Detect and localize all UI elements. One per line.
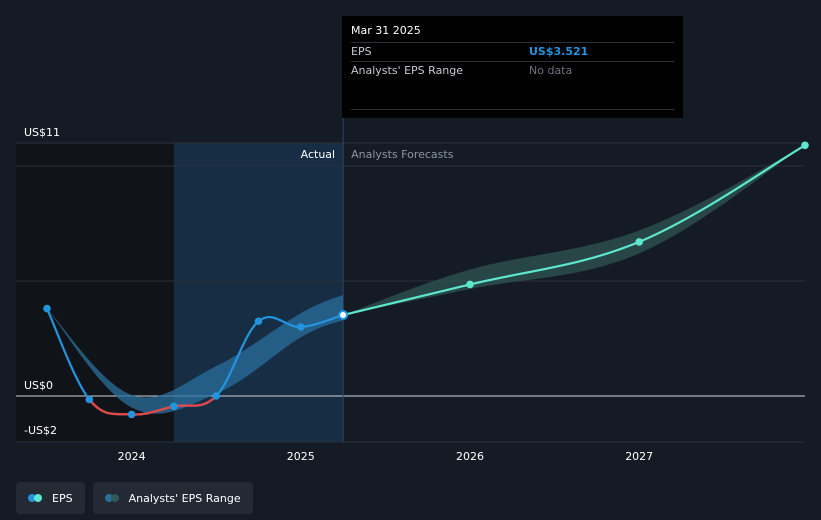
x-axis-labels: 2024 2025 2026 2027: [118, 450, 654, 463]
y-tick-label: -US$2: [24, 424, 57, 437]
eps-actual-point[interactable]: [212, 392, 220, 400]
legend-eps-label: EPS: [52, 491, 73, 505]
legend-range-toggle[interactable]: Analysts' EPS Range: [92, 482, 253, 514]
eps-points: [43, 141, 809, 419]
actual-region-label: Actual: [301, 148, 335, 161]
range-bands: [47, 145, 805, 414]
range-legend-icon: [104, 494, 121, 502]
eps-forecast-point[interactable]: [635, 238, 643, 246]
eps-actual-point[interactable]: [296, 323, 305, 331]
y-tick-label: US$0: [24, 379, 53, 392]
eps-forecast-line: [342, 144, 806, 317]
eps-legend-icon: [28, 494, 44, 502]
tooltip-date: Mar 31 2025: [351, 24, 421, 37]
y-axis-labels: US$11 US$0 -US$2: [24, 126, 60, 437]
eps-actual-point[interactable]: [170, 402, 178, 411]
tooltip-divider: [351, 109, 675, 110]
eps-forecast-point[interactable]: [466, 280, 474, 289]
legend-range-label: Analysts' EPS Range: [128, 491, 241, 505]
tooltip: Mar 31 2025 EPS US$3.521 Analysts' EPS R…: [342, 16, 683, 118]
y-tick-label: US$11: [24, 126, 60, 139]
eps-forecast-point[interactable]: [801, 141, 809, 150]
tooltip-eps-label: EPS: [351, 45, 372, 58]
eps-actual-point[interactable]: [127, 410, 136, 419]
range-band-past: [47, 294, 344, 414]
eps-actual-point[interactable]: [254, 317, 263, 326]
eps-actual-point[interactable]: [85, 395, 94, 404]
forecast-region-label: Analysts Forecasts: [351, 148, 454, 161]
legend-eps-toggle[interactable]: EPS: [16, 482, 85, 514]
tooltip-range-value: No data: [529, 64, 573, 77]
tooltip-eps-value: US$3.521: [529, 45, 589, 58]
tooltip-range-label: Analysts' EPS Range: [351, 64, 464, 77]
gridlines: [16, 142, 805, 443]
legend: EPS Analysts' EPS Range: [16, 482, 253, 514]
x-tick-label: 2027: [625, 450, 653, 463]
past-shade: [16, 143, 174, 442]
eps-actual-point[interactable]: [338, 310, 349, 321]
x-tick-label: 2024: [118, 450, 146, 463]
x-tick-label: 2025: [287, 450, 315, 463]
x-tick-label: 2026: [456, 450, 484, 463]
eps-actual-point[interactable]: [43, 304, 51, 313]
range-band-forecast: [343, 145, 805, 316]
tooltip-range-row: Analysts' EPS Range No data: [351, 61, 674, 80]
tooltip-eps-row: EPS US$3.521: [351, 42, 674, 61]
